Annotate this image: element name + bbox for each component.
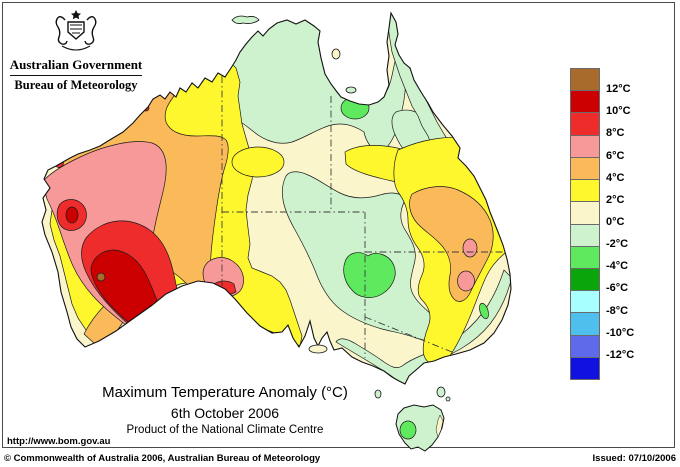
region-pink-nsw-spot-2 [457,270,475,292]
legend-color-red [571,113,599,136]
coastline-mainland [41,11,512,385]
region-green-mid-nsw-coast [479,302,489,320]
legend-color-cyan [571,313,599,336]
map-product-line: Product of the National Climate Centre [126,424,324,436]
island-king [374,389,382,399]
island-flinders [436,386,446,398]
legend-color-red-dark [571,91,599,114]
legend-label--2c: -2°C [606,238,629,251]
coastline-tasmania [395,404,445,452]
region-brown-dot [96,272,106,282]
temperature-legend: 12°C 10°C 8°C 6°C 4°C 2°C 0°C -2°C -4°C -6°C -8°C -… [570,68,680,380]
legend-color-green-mid [571,246,599,269]
bureau-label: Bureau of Meteorology [14,78,138,92]
legend-label-2c: 2°C [606,193,625,206]
legend-color-orange [571,157,599,181]
region-green-mid-tasmania [399,420,417,440]
government-label: Australian Government [9,57,143,72]
legend-label-8c: 8°C [606,127,625,140]
crest-shield [67,21,85,40]
logo-divider [10,75,142,76]
legend-label--10c: -10°C [606,326,635,339]
map-caption: Maximum Temperature Anomaly (°C) 6th Oct… [25,384,425,436]
legend-colorbar [570,68,600,380]
map-title: Maximum Temperature Anomaly (°C) [102,384,348,401]
region-red-bight-arc [213,280,237,296]
coat-of-arms-icon [55,10,97,51]
legend-color-green [571,268,599,292]
legend-color-cream [571,202,599,225]
map-frame [2,2,675,448]
legend-label-12c: 12°C [606,83,631,96]
legend-color-green-light [571,224,599,247]
legend-label--12c: -12°C [606,348,635,361]
legend-label-10c: 10°C [606,105,631,118]
island-groote [331,48,341,60]
crest-star [71,10,81,20]
crest-scroll [61,45,91,51]
legend-color-pink [571,135,599,158]
region-pink-nsw-spot-1 [462,238,478,258]
region-green-mid-central [343,252,396,298]
tasmania [395,404,445,452]
state-borders [221,76,505,358]
agency-logo: Australian Government Bureau of Meteorol… [8,6,144,93]
region-green-mid-gulf [340,96,370,120]
legend-label--8c: -8°C [606,304,629,317]
footer-url: http://www.bom.gov.au [7,436,111,447]
legend-color-blue-violet [571,335,599,358]
map-date: 6th October 2006 [170,405,280,421]
region-darkred-north-core [65,206,79,224]
legend-color-brown [571,69,599,92]
islands [231,15,451,402]
legend-label-0c: 0°C [606,216,625,228]
legend-color-cyan-light [571,291,599,314]
legend-label-6c: 6°C [606,149,625,162]
island-kangaroo [308,344,328,354]
region-orange-east [409,186,494,302]
crest-kangaroo [55,16,68,45]
footer-copyright: © Commonwealth of Australia 2006, Austra… [4,453,321,464]
island-melville [231,15,260,24]
legend-color-blue [571,357,599,380]
border-nsw-vic [364,316,453,353]
region-yellow-nt-spot [231,146,285,178]
island-mornington [345,86,357,94]
legend-label--6c: -6°C [606,282,629,295]
legend-label--4c: -4°C [606,260,629,273]
legend-color-yellow [571,180,599,203]
crest-emu [84,16,97,45]
footer-issued-date: Issued: 07/10/2006 [592,453,676,464]
region-tas-cream-east [435,414,444,438]
legend-label-4c: 4°C [606,171,625,184]
island-clarke [445,396,451,402]
